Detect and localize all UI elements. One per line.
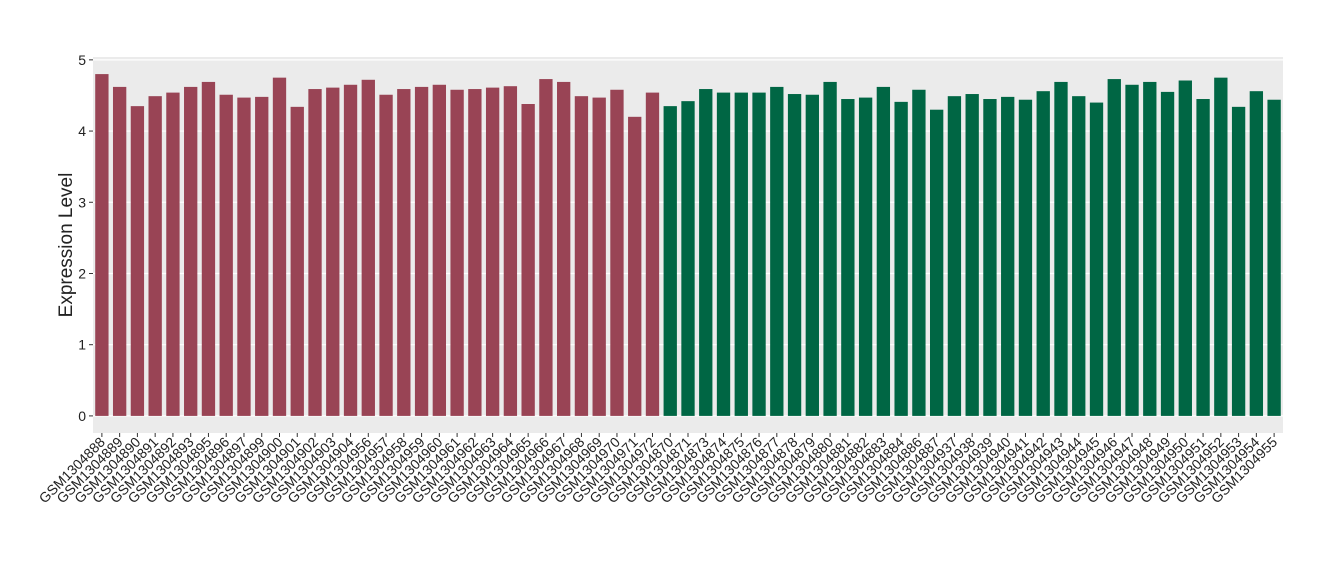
- bar: [645, 92, 660, 416]
- bar: [858, 97, 873, 416]
- bar: [290, 106, 304, 416]
- bar: [716, 92, 731, 416]
- bar: [1196, 99, 1210, 416]
- bar: [1036, 91, 1050, 416]
- bar: [965, 94, 979, 416]
- y-tick-label: 2: [78, 265, 86, 281]
- bar: [343, 84, 358, 416]
- bar: [1125, 84, 1139, 416]
- bar: [610, 89, 624, 416]
- y-tick-label: 5: [78, 52, 86, 68]
- bar: [912, 89, 926, 416]
- bar: [734, 92, 748, 416]
- bar: [485, 87, 500, 416]
- bar: [628, 116, 642, 416]
- bar: [681, 101, 695, 416]
- bar: [1231, 106, 1246, 416]
- y-tick-label: 3: [78, 194, 86, 210]
- bar: [1107, 79, 1121, 416]
- bar: [1160, 91, 1175, 416]
- bar: [468, 89, 482, 416]
- bar: [592, 97, 606, 416]
- bar: [166, 92, 180, 416]
- bar: [929, 109, 944, 416]
- y-axis-label: Expression Level: [56, 173, 77, 318]
- y-tick-label: 1: [78, 337, 86, 353]
- bar: [1054, 81, 1068, 416]
- bar: [983, 99, 997, 416]
- bar: [379, 94, 393, 416]
- bar: [539, 79, 553, 416]
- bar: [148, 96, 162, 416]
- bar: [557, 81, 571, 416]
- bar: [450, 89, 464, 416]
- bar: [1267, 99, 1281, 416]
- bar: [1072, 96, 1086, 416]
- bar: [201, 81, 216, 416]
- bar: [1249, 91, 1264, 416]
- bar: [361, 79, 375, 416]
- bar: [237, 97, 251, 416]
- bar: [699, 89, 713, 416]
- bar: [805, 94, 819, 416]
- bar: [1018, 99, 1033, 416]
- bar: [308, 89, 322, 416]
- bar: [1214, 77, 1228, 416]
- bar: [255, 96, 269, 416]
- y-tick-label: 4: [78, 123, 86, 139]
- bar: [95, 74, 109, 416]
- bar: [1178, 80, 1192, 416]
- bar: [752, 92, 766, 416]
- bar: [1001, 96, 1015, 416]
- bar: [397, 89, 411, 416]
- bar: [272, 77, 287, 416]
- bar: [663, 106, 677, 416]
- bar: [521, 104, 535, 416]
- bar: [1143, 81, 1157, 416]
- bar: [112, 86, 127, 416]
- bar: [876, 86, 891, 416]
- bar: [184, 86, 198, 416]
- bar: [947, 96, 962, 416]
- bar: [894, 101, 908, 416]
- bar: [770, 86, 784, 416]
- bar: [503, 86, 518, 416]
- bar: [841, 99, 855, 416]
- bar: [787, 94, 802, 416]
- bar: [130, 106, 145, 416]
- bar: [326, 87, 340, 416]
- bar: [574, 96, 589, 416]
- bar: [219, 94, 233, 416]
- bar: [414, 86, 429, 416]
- y-tick-label: 0: [78, 408, 86, 424]
- bar: [823, 81, 837, 416]
- bar: [432, 84, 447, 416]
- bar: [1089, 102, 1104, 416]
